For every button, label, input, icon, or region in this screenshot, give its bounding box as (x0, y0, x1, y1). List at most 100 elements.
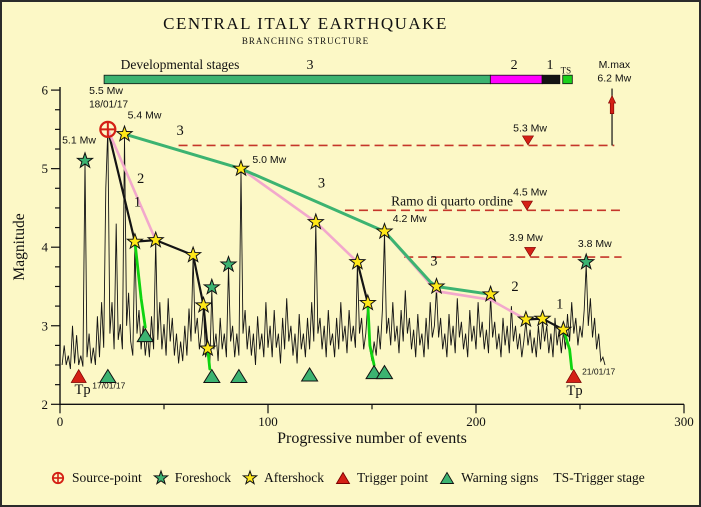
legend: Source-point Foreshock Aftershock Trigger p… (48, 469, 645, 487)
branch-line-stage-3 (123, 132, 493, 296)
aftershock-star-icon (125, 232, 144, 250)
annotation-label: 5.4 Mw (128, 109, 162, 121)
warning-sign-triangle-icon (300, 366, 319, 382)
annotation-label: 17/01/17 (92, 381, 125, 391)
legend-label: Trigger point (356, 470, 429, 485)
warning-sign-triangle-icon (98, 368, 117, 384)
aftershock-star-icon (306, 212, 325, 230)
title-block: CENTRAL ITALY EARTHQUAKE BRANCHING STRUC… (2, 14, 609, 46)
branch-line-stage-1 (106, 128, 209, 350)
aftershock-legend-icon (241, 469, 259, 485)
legend-label: Source-point (72, 470, 142, 485)
aftershock-star-icon (427, 276, 446, 295)
aftershock-star-icon (194, 295, 213, 314)
aftershock-star-icon (115, 124, 134, 142)
x-tick-label: 0 (57, 414, 64, 429)
legend-item-aftershock: Aftershock (240, 469, 324, 487)
annotation-label: 1 (134, 194, 141, 210)
foreshock-star-icon (75, 151, 95, 169)
x-tick-label: 300 (674, 414, 694, 429)
threshold-label: 4.5 Mw (513, 186, 547, 198)
stage-bar-label: 3 (307, 58, 314, 73)
y-tick-label: 5 (42, 161, 49, 176)
aftershock-star-icon (533, 309, 552, 327)
y-axis-title: Magnitude (11, 213, 28, 280)
warning-triangle-legend-icon (439, 471, 455, 484)
mmax-label: M.max (599, 59, 631, 71)
y-tick-label: 4 (42, 240, 49, 255)
x-tick-label: 200 (466, 414, 486, 429)
threshold-label: 5.3 Mw (513, 123, 547, 135)
annotation-label: 3 (176, 123, 183, 139)
annotation-label: 5.0 Mw (252, 154, 286, 166)
branch-line-stage-2 (106, 128, 157, 242)
y-tick-label: 3 (42, 318, 49, 333)
y-tick-label: 2 (42, 397, 49, 412)
x-axis-title: Progressive number of events (277, 430, 467, 447)
chart-subtitle: BRANCHING STRUCTURE (241, 36, 370, 46)
threshold-triangle-icon (520, 200, 533, 211)
branch-line-stage-TS (133, 240, 147, 329)
stage-bar-label: TS (561, 66, 572, 76)
legend-label: Foreshock (174, 470, 231, 485)
branch-line-stage-TS (562, 328, 574, 371)
legend-label: TS-Trigger stage (553, 470, 645, 485)
aftershock-star-icon (554, 320, 573, 338)
aftershock-star-icon (198, 338, 217, 357)
legend-item-source-point: Source-point (48, 469, 142, 487)
stage-bar-segment-1 (541, 74, 561, 85)
mmax-value-label: 6.2 Mw (597, 72, 631, 84)
aftershock-star-icon (358, 293, 377, 311)
branch-line-stage-TS (366, 301, 376, 367)
annotation-label: 3 (318, 176, 325, 192)
annotation-label: Tp (566, 383, 582, 399)
stage-bar-label: 1 (547, 58, 554, 73)
aftershock-star-icon (184, 245, 203, 263)
warning-sign-triangle-icon (229, 368, 248, 384)
branch-line-stage-1 (356, 261, 369, 305)
legend-item-foreshock: Foreshock (151, 469, 231, 487)
foreshock-star-icon (577, 252, 596, 270)
mmax-arrow-icon (607, 94, 617, 114)
warning-sign-triangle-icon (202, 368, 221, 384)
threshold-label: 3.9 Mw (509, 232, 543, 244)
seismogram-trace (61, 129, 606, 370)
aftershock-star-icon (231, 159, 251, 177)
legend-label: Aftershock (264, 470, 324, 485)
aftershock-star-icon (146, 230, 165, 248)
foreshock-star-icon (202, 277, 221, 295)
trigger-point-triangle-icon (70, 368, 87, 383)
annotation-label: 1 (556, 296, 563, 312)
stage-bar-label: Developmental stages (121, 57, 240, 72)
annotation-label: 3 (430, 253, 437, 269)
threshold-triangle-icon (521, 135, 535, 146)
annotation-label: Tp (75, 382, 91, 398)
foreshock-star-icon (219, 254, 238, 273)
stage-bar-segment-3 (103, 74, 491, 85)
y-tick-label: 6 (42, 83, 49, 98)
annotation-label: 2 (511, 279, 518, 295)
warning-sign-triangle-icon (375, 364, 394, 380)
branch-line-stage-2 (239, 167, 359, 264)
x-tick-label: 100 (258, 414, 278, 429)
legend-item-warning-signs: Warning signs (437, 469, 538, 487)
trigger-triangle-legend-icon (335, 471, 351, 484)
annotation-label: 21/01/17 (582, 366, 615, 376)
aftershock-star-icon (348, 252, 367, 270)
legend-label: Warning signs (461, 470, 539, 485)
legend-spacer (547, 469, 549, 487)
aftershock-star-icon (481, 284, 500, 303)
stage-bar-segment-TS (562, 74, 573, 85)
threshold-triangle-icon (524, 247, 537, 257)
stage-bar-segment-2 (489, 74, 543, 85)
aftershock-star-icon (375, 221, 394, 240)
annotation-label: 5.1 Mw (62, 135, 96, 147)
annotation-label: Ramo di quarto ordine (391, 194, 513, 209)
legend-item-trigger-point: Trigger point (333, 469, 428, 487)
warning-sign-triangle-icon (136, 327, 155, 343)
source-point-legend-icon (51, 471, 65, 485)
trigger-point-triangle-icon (565, 368, 582, 383)
annotation-label: 18/01/17 (89, 99, 128, 110)
